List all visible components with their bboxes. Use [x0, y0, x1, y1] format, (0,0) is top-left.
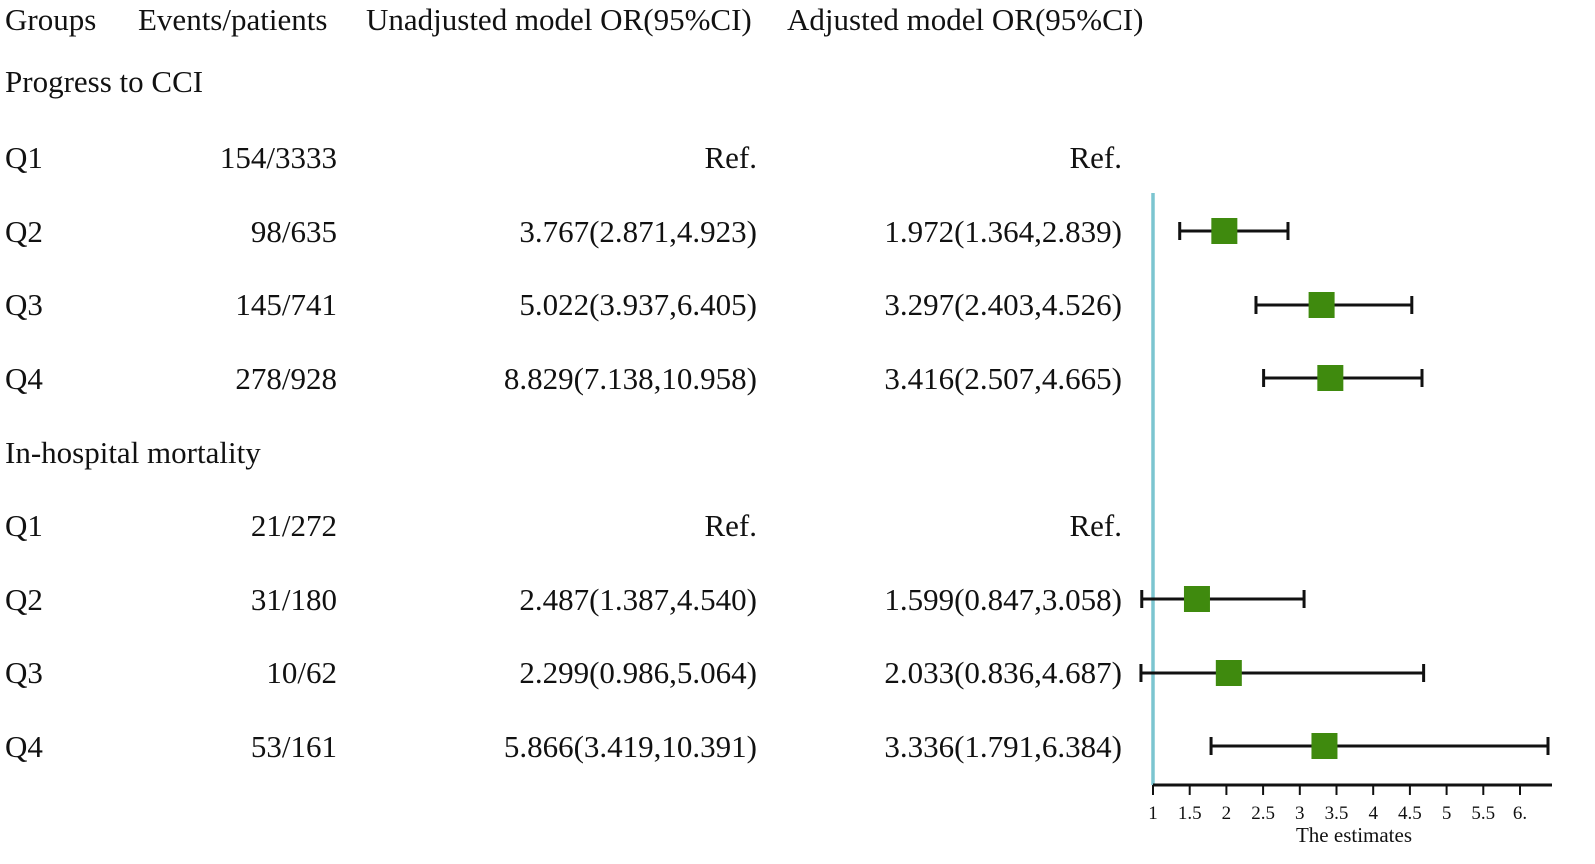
row-events: 278/928: [235, 361, 337, 396]
x-tick-label: 5.5: [1471, 803, 1495, 824]
row-events: 154/3333: [219, 140, 337, 175]
row-unadjusted: 2.299(0.986,5.064): [519, 655, 757, 690]
x-tick-label: 6.: [1513, 803, 1527, 824]
row-adjusted: 3.297(2.403,4.526): [884, 287, 1122, 322]
header-events: Events/patients: [138, 2, 328, 37]
row-adjusted: 1.599(0.847,3.058): [884, 582, 1122, 617]
x-tick-label: 3.5: [1325, 803, 1349, 824]
row-group: Q3: [5, 287, 43, 322]
row-events: 98/635: [250, 214, 337, 249]
row-adjusted: 2.033(0.836,4.687): [884, 655, 1122, 690]
row-unadjusted: 8.829(7.138,10.958): [503, 361, 757, 396]
row-unadjusted: 5.022(3.937,6.405): [519, 287, 757, 322]
x-axis-title: The estimates: [1296, 823, 1412, 847]
row-unadjusted: 5.866(3.419,10.391): [503, 729, 757, 764]
header-unadjusted: Unadjusted model OR(95%CI): [366, 2, 752, 37]
row-group: Q4: [5, 729, 43, 764]
row-group: Q2: [5, 214, 43, 249]
x-tick-label: 3: [1295, 803, 1305, 824]
row-events: 145/741: [235, 287, 337, 322]
row-adjusted: 1.972(1.364,2.839): [884, 214, 1122, 249]
row-unadjusted: 2.487(1.387,4.540): [519, 582, 757, 617]
x-tick-label: 2.5: [1251, 803, 1275, 824]
row-adjusted: 3.416(2.507,4.665): [884, 361, 1122, 396]
row-adjusted: Ref.: [1069, 140, 1122, 175]
x-tick-label: 5: [1442, 803, 1452, 824]
x-tick-label: 4: [1368, 803, 1378, 824]
x-tick-label: 4.5: [1398, 803, 1422, 824]
row-unadjusted: Ref.: [704, 508, 757, 543]
header-adjusted: Adjusted model OR(95%CI): [787, 2, 1144, 37]
x-tick-label: 1.5: [1178, 803, 1202, 824]
estimate-marker: [1308, 292, 1335, 318]
estimate-marker: [1311, 733, 1338, 759]
row-adjusted: 3.336(1.791,6.384): [884, 729, 1122, 764]
estimate-marker: [1317, 365, 1344, 391]
row-events: 10/62: [266, 655, 337, 690]
x-tick-label: 2: [1222, 803, 1232, 824]
row-events: 31/180: [250, 582, 337, 617]
estimate-marker: [1211, 218, 1238, 244]
row-group: Q4: [5, 361, 43, 396]
row-events: 21/272: [250, 508, 337, 543]
row-adjusted: Ref.: [1069, 508, 1122, 543]
row-unadjusted: Ref.: [704, 140, 757, 175]
estimate-marker: [1183, 586, 1210, 612]
row-group: Q1: [5, 508, 43, 543]
section-title: Progress to CCI: [5, 64, 204, 99]
section-title: In-hospital mortality: [5, 435, 261, 470]
header-groups: Groups: [5, 2, 97, 37]
estimate-marker: [1215, 660, 1242, 686]
x-tick-label: 1: [1148, 803, 1158, 824]
row-unadjusted: 3.767(2.871,4.923): [519, 214, 757, 249]
row-group: Q2: [5, 582, 43, 617]
row-group: Q3: [5, 655, 43, 690]
row-events: 53/161: [250, 729, 337, 764]
row-group: Q1: [5, 140, 43, 175]
